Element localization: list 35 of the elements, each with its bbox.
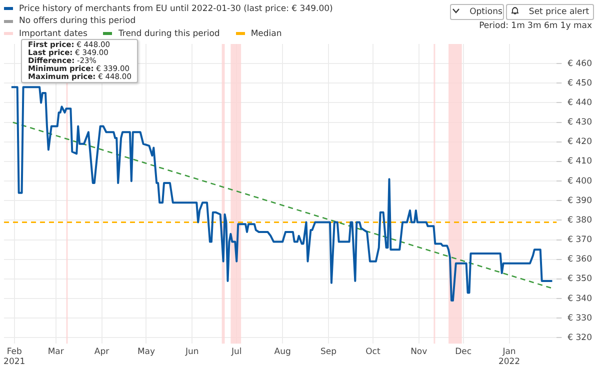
y-tick-label: € 410 xyxy=(568,156,592,167)
legend-label: No offers during this period xyxy=(18,15,136,27)
y-tick-label: € 350 xyxy=(568,274,592,284)
legend-label: Price history of merchants from EU until 2022-01-30 (last price: € 349.00) xyxy=(18,2,333,14)
y-tick-label: € 370 xyxy=(568,235,592,246)
y-tick-label: € 340 xyxy=(568,294,592,304)
x-tick-label: Apr xyxy=(94,346,110,357)
x-tick-label: Feb 2021 xyxy=(4,346,26,368)
x-tick-label: Oct xyxy=(366,346,381,357)
y-tick-label: € 360 xyxy=(568,254,592,265)
y-tick-label: € 460 xyxy=(568,58,592,69)
legend-label: Trend during this period xyxy=(117,28,220,40)
x-tick-label: Sep xyxy=(320,346,337,357)
y-tick-label: € 320 xyxy=(568,332,592,343)
x-tick-label: Jul xyxy=(230,346,242,357)
y-tick-label: € 400 xyxy=(568,176,592,186)
legend-label: Median xyxy=(250,28,282,40)
x-tick-label: Jun xyxy=(184,346,199,357)
legend-label: Important dates xyxy=(18,28,88,40)
y-tick-label: € 450 xyxy=(568,78,592,88)
x-tick-label: Jan 2022 xyxy=(498,346,520,368)
x-tick-label: Mar xyxy=(48,346,64,357)
y-tick-label: € 330 xyxy=(568,313,592,324)
text: Set price alert xyxy=(506,4,594,20)
text: Options xyxy=(450,4,504,20)
y-tick-label: € 430 xyxy=(568,118,592,128)
text: Period: 1m 3m 6m 1y max xyxy=(479,21,592,31)
y-tick-label: € 380 xyxy=(568,215,592,226)
y-tick-label: € 390 xyxy=(568,196,592,206)
x-tick-label: May xyxy=(137,346,156,357)
y-tick-label: € 420 xyxy=(568,137,592,148)
x-tick-label: Dec xyxy=(455,346,472,357)
y-tick-label: € 440 xyxy=(568,98,592,108)
x-tick-label: Nov xyxy=(410,346,428,357)
x-tick-label: Aug xyxy=(274,346,291,357)
